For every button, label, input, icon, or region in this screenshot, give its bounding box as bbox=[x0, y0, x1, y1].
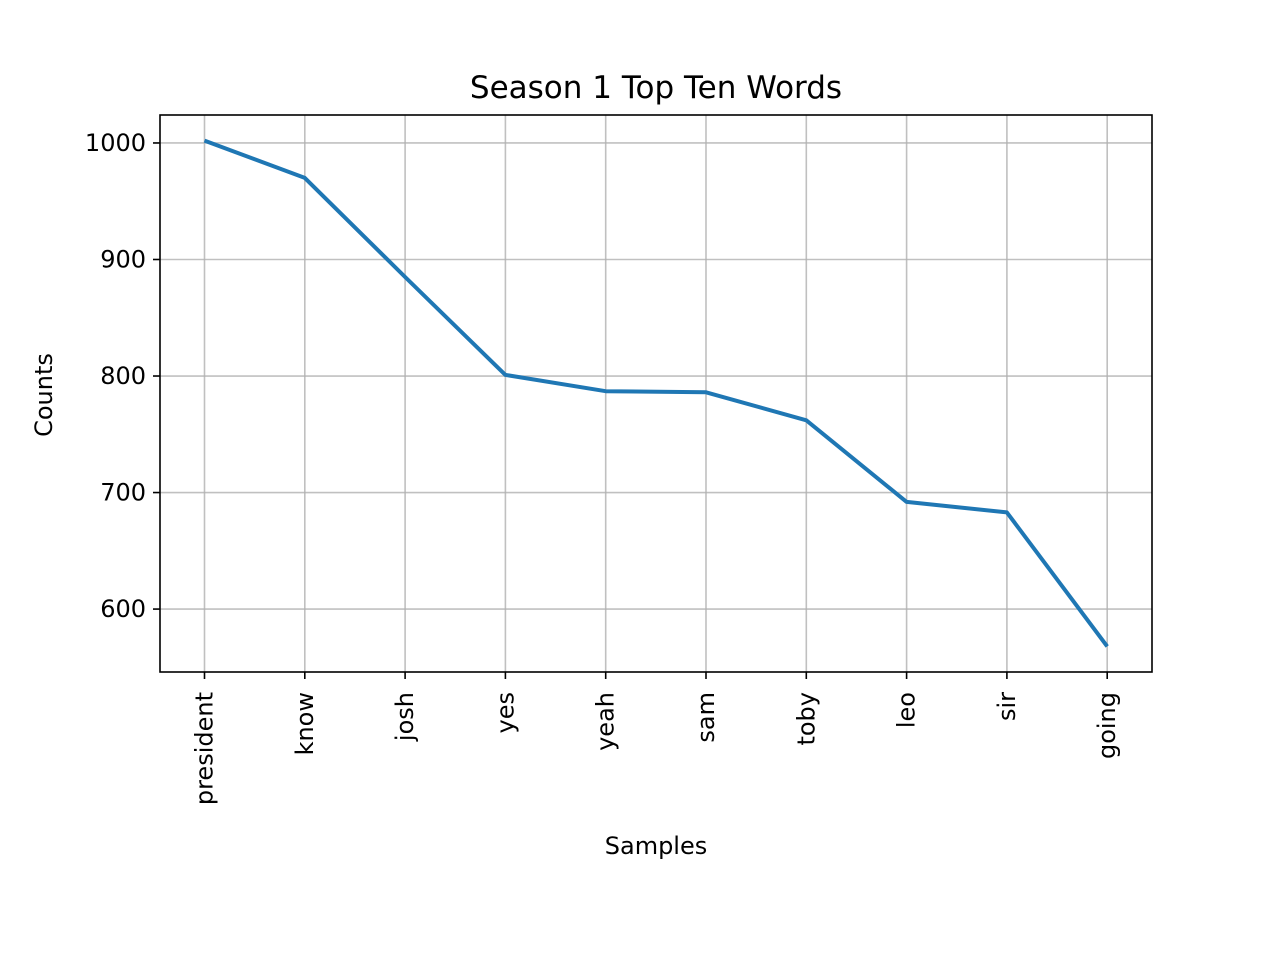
y-axis-label: Counts bbox=[30, 353, 58, 437]
x-tick-label: toby bbox=[792, 692, 820, 746]
y-tick-label: 1000 bbox=[85, 129, 146, 157]
chart-title: Season 1 Top Ten Words bbox=[470, 70, 842, 106]
series-layer bbox=[203, 138, 1109, 648]
x-tick-label: sam bbox=[692, 692, 720, 743]
y-tick-label: 600 bbox=[100, 595, 146, 623]
x-axis-label: Samples bbox=[605, 832, 708, 860]
y-tick-label: 900 bbox=[100, 245, 146, 273]
x-tick-label: going bbox=[1093, 692, 1121, 759]
y-tick-label: 800 bbox=[100, 362, 146, 390]
x-tick-label: leo bbox=[893, 692, 921, 728]
x-tick-label: yes bbox=[491, 692, 519, 733]
x-tick-label: president bbox=[191, 692, 219, 805]
x-tick-label: know bbox=[291, 692, 319, 755]
tick-marks bbox=[153, 142, 1108, 679]
x-tick-label: yeah bbox=[592, 692, 620, 751]
y-tick-label: 700 bbox=[100, 479, 146, 507]
x-tick-label: sir bbox=[993, 692, 1021, 721]
x-tick-labels: president know josh yes yeah sam toby leo sir goi… bbox=[191, 692, 1122, 805]
y-tick-labels: 600 700 800 900 1000 bbox=[85, 129, 146, 623]
series-line bbox=[203, 138, 1109, 648]
x-tick-label: josh bbox=[391, 692, 419, 742]
plot-frame bbox=[159, 114, 1153, 673]
